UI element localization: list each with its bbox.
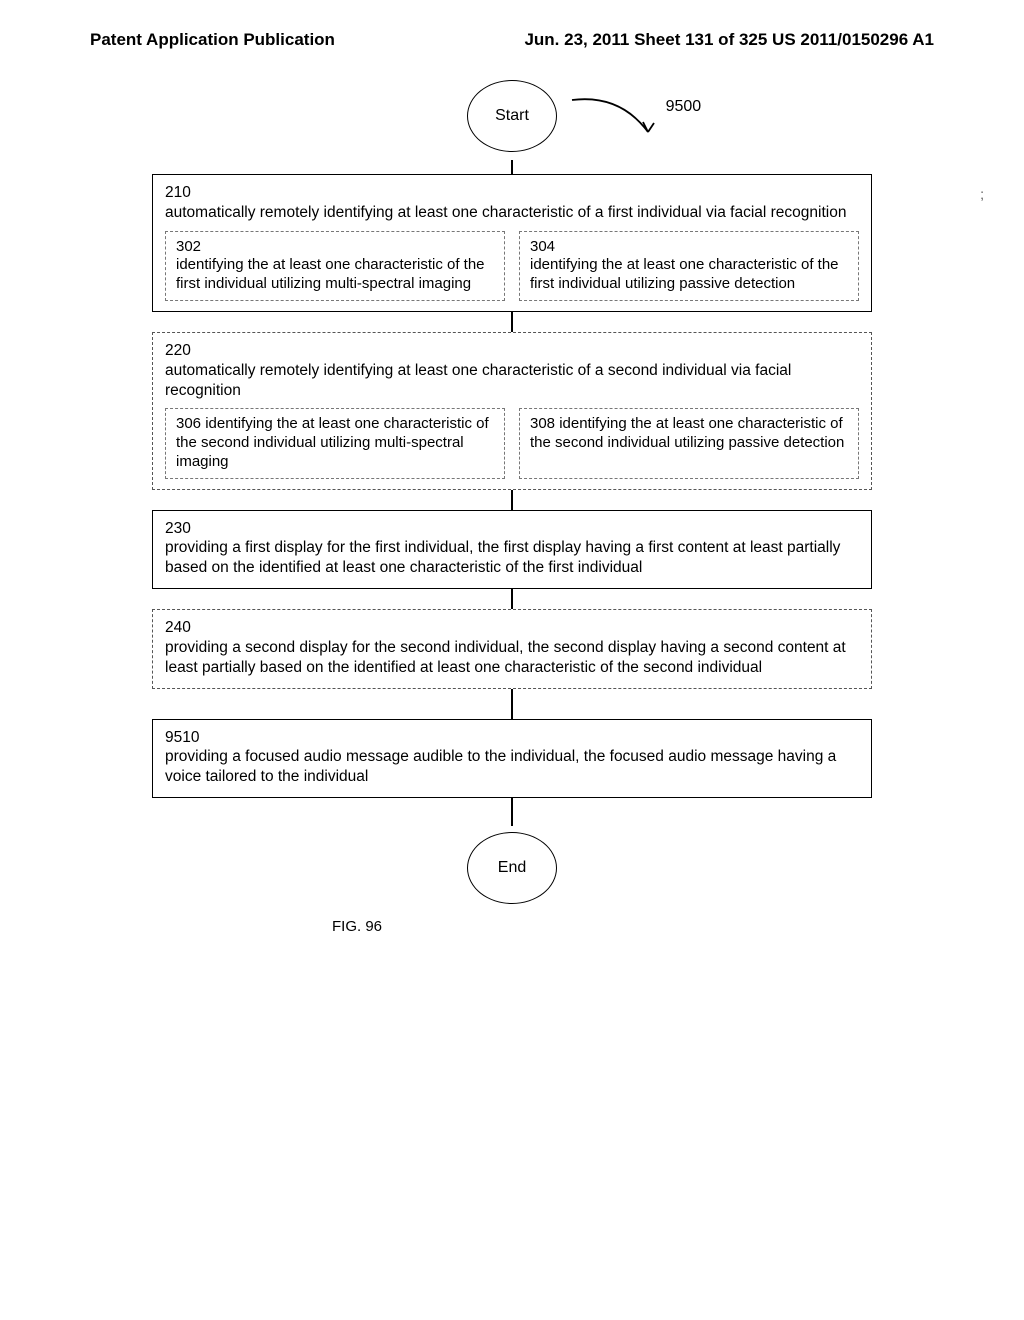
- substep-302: 302 identifying the at least one charact…: [165, 231, 505, 301]
- step-240-num: 240: [165, 618, 859, 638]
- header-right: Jun. 23, 2011 Sheet 131 of 325 US 2011/0…: [524, 30, 934, 50]
- connector-line: [511, 490, 513, 510]
- step-210-num: 210: [165, 183, 859, 203]
- stray-mark: ;: [980, 186, 984, 202]
- connector-line: [511, 589, 513, 609]
- substep-306-text: 306 identifying the at least one charact…: [176, 415, 489, 470]
- connector-line: [511, 689, 513, 719]
- ref-curve: [570, 100, 650, 144]
- substep-302-text: identifying the at least one characteris…: [176, 256, 494, 294]
- step-230-num: 230: [165, 519, 859, 539]
- step-9510-text: providing a focused audio message audibl…: [165, 747, 859, 787]
- step-240-text: providing a second display for the secon…: [165, 638, 859, 678]
- connector-line: [511, 160, 513, 174]
- connector-line: [511, 798, 513, 826]
- substep-304: 304 identifying the at least one charact…: [519, 231, 859, 301]
- start-label: Start: [495, 107, 529, 125]
- header-left: Patent Application Publication: [90, 30, 335, 50]
- flowchart: Start 9500 210 automatically remotely id…: [152, 80, 872, 935]
- step-9510: 9510 providing a focused audio message a…: [152, 719, 872, 798]
- substep-304-num: 304: [530, 238, 848, 257]
- end-node: End: [467, 832, 557, 904]
- connector-line: [511, 312, 513, 332]
- step-9510-num: 9510: [165, 728, 859, 748]
- figure-label: FIG. 96: [332, 918, 872, 935]
- step-230-text: providing a first display for the first …: [165, 538, 859, 578]
- substep-302-num: 302: [176, 238, 494, 257]
- substep-308-text: 308 identifying the at least one charact…: [530, 415, 844, 451]
- step-220: 220 automatically remotely identifying a…: [152, 332, 872, 490]
- substep-308: 308 identifying the at least one charact…: [519, 408, 859, 478]
- substep-304-text: identifying the at least one characteris…: [530, 256, 848, 294]
- step-240: 240 providing a second display for the s…: [152, 609, 872, 688]
- step-210-text: automatically remotely identifying at le…: [165, 203, 859, 223]
- end-label: End: [498, 859, 526, 877]
- step-230: 230 providing a first display for the fi…: [152, 510, 872, 589]
- step-210: 210 automatically remotely identifying a…: [152, 174, 872, 312]
- substep-306: 306 identifying the at least one charact…: [165, 408, 505, 478]
- step-220-text: automatically remotely identifying at le…: [165, 361, 859, 401]
- start-node: Start: [467, 80, 557, 152]
- figure-ref: 9500: [570, 100, 650, 144]
- ref-number: 9500: [666, 98, 702, 116]
- step-220-num: 220: [165, 341, 859, 361]
